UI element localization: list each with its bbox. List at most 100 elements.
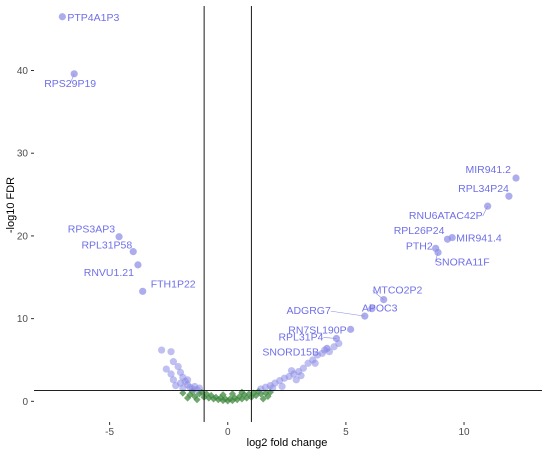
significant-point bbox=[169, 358, 178, 366]
labeled-point bbox=[129, 248, 137, 256]
significant-point bbox=[195, 384, 203, 392]
gene-label: SNORD15B bbox=[262, 346, 319, 358]
significant-point bbox=[299, 364, 307, 372]
nonsignificant-point bbox=[219, 391, 227, 399]
y-tick-label: 40 bbox=[17, 66, 29, 77]
labeled-point bbox=[434, 248, 442, 257]
gene-label: RPL26P24 bbox=[394, 225, 445, 237]
nonsignificant-point bbox=[266, 388, 274, 396]
significant-point bbox=[297, 372, 305, 380]
nonsignificant-points bbox=[179, 387, 274, 405]
gene-label: SNORA11F bbox=[435, 256, 490, 268]
significant-point bbox=[167, 348, 175, 356]
labeled-point bbox=[134, 261, 142, 269]
nonsignificant-point bbox=[259, 395, 267, 403]
y-axis-title: -log10 FDR bbox=[5, 177, 17, 233]
x-tick-label: 5 bbox=[343, 427, 349, 438]
significant-point bbox=[174, 362, 182, 371]
significant-point bbox=[292, 376, 300, 384]
label-connector bbox=[323, 337, 337, 339]
labeled-point bbox=[323, 344, 331, 352]
gene-label: RN7SL190P bbox=[288, 324, 346, 336]
significant-points bbox=[157, 339, 343, 394]
nonsignificant-point bbox=[238, 395, 246, 403]
gene-label: ADGRG7 bbox=[286, 305, 331, 317]
nonsignificant-point bbox=[191, 392, 199, 400]
nonsignificant-point bbox=[238, 388, 246, 396]
significant-point bbox=[162, 365, 170, 373]
nonsignificant-point bbox=[226, 395, 234, 403]
labeled-point bbox=[484, 202, 492, 210]
labeled-point bbox=[512, 174, 520, 182]
labeled-point bbox=[115, 233, 123, 241]
x-tick-label: -5 bbox=[105, 427, 114, 438]
significant-point bbox=[278, 382, 286, 391]
threshold-lines bbox=[34, 6, 542, 422]
nonsignificant-point bbox=[212, 393, 220, 401]
gene-label: PTH2 bbox=[406, 240, 433, 252]
significant-point bbox=[287, 367, 296, 375]
gene-label: MIR941.4 bbox=[456, 233, 502, 245]
gene-label: RNVU1.21 bbox=[84, 267, 134, 279]
x-axis-title: log2 fold change bbox=[247, 437, 328, 449]
nonsignificant-point bbox=[261, 389, 270, 397]
nonsignificant-point bbox=[264, 392, 272, 400]
nonsignificant-point bbox=[183, 394, 192, 402]
labeled-point bbox=[347, 325, 355, 333]
label-connector bbox=[482, 206, 488, 217]
significant-point bbox=[169, 376, 178, 384]
nonsignificant-point bbox=[240, 391, 248, 399]
nonsignificant-point bbox=[257, 390, 265, 398]
nonsignificant-point bbox=[209, 395, 218, 403]
nonsignificant-point bbox=[193, 396, 201, 404]
labeled-point bbox=[368, 305, 376, 313]
gene-label: FTH1P22 bbox=[151, 278, 196, 290]
gene-label: MTCO2P2 bbox=[373, 285, 423, 297]
nonsignificant-point bbox=[243, 394, 251, 402]
label-connector bbox=[330, 310, 365, 317]
gene-label: RPS3AP3 bbox=[68, 224, 115, 236]
label-connector bbox=[69, 73, 75, 84]
significant-point bbox=[311, 359, 319, 367]
significant-point bbox=[167, 370, 175, 378]
gene-label: MIR941.2 bbox=[465, 164, 511, 176]
axes: -5 0 5 10 0 10 20 30 40 bbox=[17, 66, 470, 438]
label-connector bbox=[372, 290, 384, 300]
nonsignificant-point bbox=[205, 394, 213, 402]
significant-point bbox=[157, 346, 166, 354]
significant-point bbox=[172, 382, 180, 390]
nonsignificant-point bbox=[217, 394, 225, 402]
labeled-point bbox=[139, 287, 147, 295]
nonsignificant-point bbox=[195, 390, 203, 398]
y-tick-label: 10 bbox=[17, 314, 29, 325]
gene-label: RPL31P4 bbox=[278, 331, 323, 343]
gene-label: RPL34P24 bbox=[458, 183, 509, 195]
gene-label: RPL31P58 bbox=[81, 240, 132, 252]
y-tick-label: 0 bbox=[22, 397, 28, 408]
nonsignificant-point bbox=[250, 389, 258, 397]
label-connector bbox=[434, 252, 439, 263]
gene-label: PTP4A1P3 bbox=[67, 12, 119, 24]
nonsignificant-point bbox=[179, 389, 187, 397]
x-tick-label: 0 bbox=[225, 427, 231, 438]
gene-labels: PTP4A1P3 RPS29P19 RPS3AP3 RPL31P58 RNVU1.21 F… bbox=[44, 12, 511, 359]
significant-point bbox=[183, 376, 192, 384]
labeled-points bbox=[58, 13, 520, 352]
significant-point bbox=[269, 384, 277, 392]
nonsignificant-point bbox=[202, 390, 211, 398]
y-tick-label: 30 bbox=[17, 149, 29, 160]
y-tick-label: 20 bbox=[17, 231, 29, 242]
nonsignificant-point bbox=[231, 394, 239, 402]
nonsignificant-point bbox=[245, 390, 253, 398]
labeled-point bbox=[448, 233, 456, 242]
labeled-point bbox=[505, 192, 513, 200]
gene-label: RNU6ATAC42P bbox=[409, 210, 483, 222]
nonsignificant-point bbox=[228, 390, 237, 398]
labeled-point bbox=[58, 13, 66, 21]
x-tick-label: 10 bbox=[458, 427, 470, 438]
nonsignificant-point bbox=[221, 395, 229, 403]
gene-label: RPS29P19 bbox=[44, 78, 96, 90]
gene-label: APOC3 bbox=[362, 303, 398, 315]
significant-point bbox=[179, 384, 187, 392]
